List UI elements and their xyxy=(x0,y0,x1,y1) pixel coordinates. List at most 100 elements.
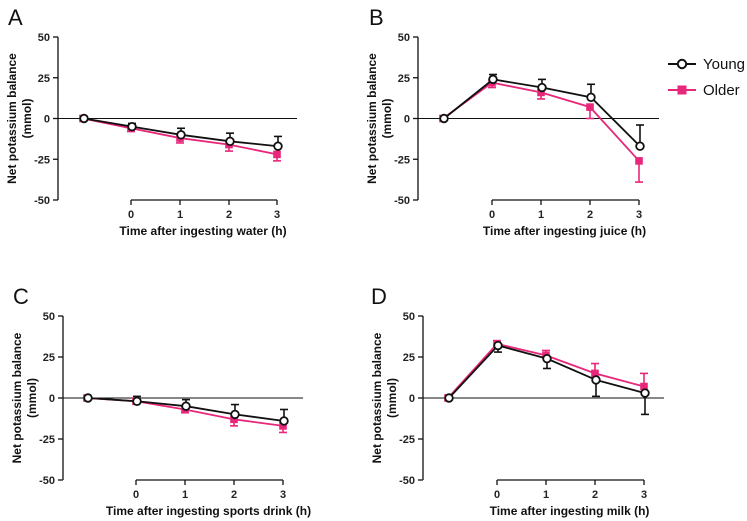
data-point-young xyxy=(537,82,547,93)
y-tick-label: 25 xyxy=(38,73,50,85)
series-young xyxy=(79,113,283,151)
x-axis-label: Time after ingesting water (h) xyxy=(119,224,286,238)
x-tick-label: 2 xyxy=(226,209,232,221)
y-axis-label: Net potassium balance(mmol) xyxy=(365,53,394,184)
y-axis-label-line: (mmol) xyxy=(385,378,399,418)
x-axis-label: Time after ingesting juice (h) xyxy=(483,224,646,238)
panel-letter: D xyxy=(371,284,387,309)
data-point-young xyxy=(230,409,240,420)
x-tick-label: 2 xyxy=(231,489,237,501)
y-tick-label: 0 xyxy=(404,114,410,126)
data-point-young xyxy=(79,113,89,124)
x-tick-label: 0 xyxy=(128,209,134,221)
panel-letter: C xyxy=(13,284,29,309)
series-young xyxy=(83,393,289,426)
series-young xyxy=(439,73,645,151)
legend-marker xyxy=(677,85,687,95)
data-point-young xyxy=(640,388,650,398)
y-tick-label: 50 xyxy=(398,32,410,44)
data-point-young xyxy=(586,92,596,103)
data-point-young xyxy=(635,141,645,151)
y-tick-label: 50 xyxy=(403,311,415,323)
legend-marker xyxy=(676,58,688,70)
data-point-older xyxy=(537,88,545,97)
panel-a: A 50 25 0 -25 -50 0 1 2 3 Time after ingesting wat… xyxy=(5,5,297,238)
x-tick-label: 0 xyxy=(489,209,495,221)
x-tick-label: 3 xyxy=(641,489,647,501)
y-axis-label: Net potassium balance(mmol) xyxy=(5,53,34,184)
legend: Young Older xyxy=(668,56,745,99)
x-tick-label: 3 xyxy=(274,209,280,221)
data-point-young xyxy=(542,353,552,364)
data-point-older xyxy=(279,422,287,430)
series-young xyxy=(444,340,650,416)
y-axis-label-line: Net potassium balance xyxy=(370,332,384,463)
data-point-young xyxy=(279,416,289,426)
data-point-young xyxy=(127,121,137,132)
y-tick-label: -50 xyxy=(39,475,55,487)
data-point-older xyxy=(591,369,599,378)
x-tick-label: 2 xyxy=(592,489,598,501)
x-axis-label: Time after ingesting milk (h) xyxy=(490,504,650,518)
data-point-young xyxy=(225,136,235,147)
y-tick-label: -50 xyxy=(399,475,415,487)
x-tick-label: 1 xyxy=(538,209,544,221)
panel-letter: A xyxy=(8,5,23,30)
data-point-older xyxy=(273,150,281,159)
legend-label: Older xyxy=(703,82,740,99)
y-tick-label: 50 xyxy=(38,32,50,44)
y-tick-label: 25 xyxy=(398,73,410,85)
data-point-young xyxy=(591,375,601,385)
data-point-young xyxy=(83,393,93,403)
data-point-older xyxy=(230,415,238,424)
x-tick-label: 2 xyxy=(587,209,593,221)
x-tick-label: 0 xyxy=(133,489,139,501)
y-axis-label-line: Net potassium balance xyxy=(5,53,19,184)
data-point-young xyxy=(181,401,191,411)
panel-b: B 50 25 0 -25 -50 0 1 2 3 Time after ingesting jui… xyxy=(365,5,659,238)
panel-d: D 50 25 0 -25 -50 0 1 2 3 Time after ingesting mil… xyxy=(370,284,664,518)
x-tick-label: 3 xyxy=(636,209,642,221)
y-axis-label-line: (mmol) xyxy=(25,378,39,418)
legend-item-young: Young xyxy=(668,56,745,73)
y-tick-label: -50 xyxy=(394,195,410,207)
x-tick-label: 1 xyxy=(543,489,549,501)
y-tick-label: 0 xyxy=(49,393,55,405)
data-point-young xyxy=(273,141,283,151)
series-older xyxy=(439,78,643,183)
y-axis-label-line: Net potassium balance xyxy=(10,332,24,463)
data-point-young xyxy=(444,393,454,403)
data-point-older xyxy=(640,382,648,391)
x-tick-label: 1 xyxy=(182,489,188,501)
y-tick-label: 0 xyxy=(44,114,50,126)
y-axis-label-line: (mmol) xyxy=(380,99,394,139)
y-tick-label: -50 xyxy=(34,195,50,207)
x-tick-label: 1 xyxy=(177,209,183,221)
x-axis-label: Time after ingesting sports drink (h) xyxy=(106,504,311,518)
panel-letter: B xyxy=(369,5,384,30)
data-point-young xyxy=(488,74,498,85)
y-tick-label: 0 xyxy=(409,393,415,405)
data-point-young xyxy=(493,340,503,351)
y-axis-label: Net potassium balance(mmol) xyxy=(370,332,399,463)
y-tick-label: -25 xyxy=(394,154,410,166)
data-point-older xyxy=(586,103,594,111)
legend-label: Young xyxy=(703,56,745,73)
y-axis-label-line: (mmol) xyxy=(20,99,34,139)
y-tick-label: 25 xyxy=(403,352,415,364)
panel-c: C 50 25 0 -25 -50 0 1 2 3 Time after ingesting spo… xyxy=(10,284,311,518)
data-point-young xyxy=(439,113,449,124)
data-point-young xyxy=(132,396,142,406)
y-tick-label: -25 xyxy=(34,154,50,166)
data-point-young xyxy=(176,130,186,140)
y-tick-label: 25 xyxy=(43,352,55,364)
data-point-older xyxy=(635,157,643,165)
y-axis-label: Net potassium balance(mmol) xyxy=(10,332,39,463)
x-tick-label: 3 xyxy=(280,489,286,501)
y-tick-label: -25 xyxy=(39,434,55,446)
y-axis-label-line: Net potassium balance xyxy=(365,53,379,184)
x-tick-label: 0 xyxy=(494,489,500,501)
y-tick-label: -25 xyxy=(399,434,415,446)
legend-item-older: Older xyxy=(668,82,740,99)
